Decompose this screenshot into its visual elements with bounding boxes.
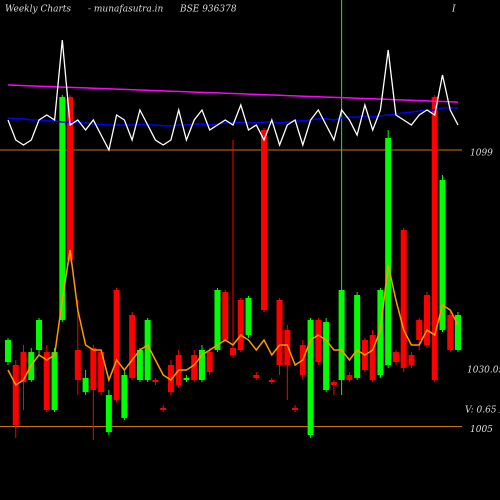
candle-body — [214, 290, 221, 350]
candle-body — [392, 352, 399, 363]
candle-body — [222, 292, 229, 340]
candle-body — [191, 355, 198, 380]
chart-subtitle: - munafasutra.in — [88, 5, 164, 15]
candle-body — [346, 375, 353, 380]
candle-body — [121, 375, 128, 418]
y-tick-label: 1005 — [470, 425, 493, 435]
candle-body — [105, 395, 112, 433]
candle-body — [369, 335, 376, 380]
candle-body — [455, 315, 461, 350]
candle-body — [447, 315, 454, 350]
candle-body — [20, 352, 27, 383]
candle-body — [307, 320, 314, 435]
indicator-line — [7, 84, 459, 103]
y-tick-label: 1099 — [470, 149, 493, 159]
candle-body — [183, 377, 190, 380]
candle-body — [439, 180, 446, 330]
candle-body — [268, 380, 275, 383]
candle-body — [59, 97, 66, 320]
candle-body — [230, 347, 236, 355]
candle-body — [416, 320, 423, 340]
candle-body — [245, 297, 252, 335]
candle-body — [43, 352, 50, 410]
candle-body — [51, 352, 58, 410]
candle-body — [237, 300, 244, 350]
candle-body — [144, 320, 151, 380]
candle-body — [408, 355, 415, 365]
last-close-label: 1030.05 — [467, 366, 500, 376]
candle-body — [98, 352, 105, 393]
candle-body — [354, 295, 361, 378]
candle-body — [129, 315, 136, 378]
indicator-line — [7, 39, 459, 152]
candle-body — [12, 365, 19, 425]
candle-body — [67, 97, 74, 260]
candle-body — [90, 347, 97, 390]
candle-body — [323, 322, 330, 390]
candle-body — [385, 137, 392, 365]
candle-body — [315, 320, 322, 363]
candle-body — [338, 290, 345, 380]
candle-body — [276, 300, 283, 365]
candle-body — [82, 377, 89, 393]
candle-body — [284, 330, 291, 365]
candle-body — [330, 382, 337, 385]
candle-body — [160, 407, 167, 410]
chart-title: Weekly Charts — [5, 5, 71, 15]
candle-body — [261, 130, 268, 310]
candle-body — [206, 352, 213, 373]
candle-body — [74, 350, 81, 380]
candle-body — [423, 295, 430, 345]
candle-body — [152, 380, 159, 383]
candle-body — [292, 407, 299, 410]
candle-body — [5, 340, 11, 363]
candle-body — [431, 97, 438, 380]
candle-body — [198, 350, 205, 380]
candle-body — [167, 365, 174, 393]
symbol: BSE 936378 — [179, 5, 237, 15]
indicator-line — [7, 107, 458, 127]
candle-body — [253, 375, 260, 378]
candle-body — [113, 290, 120, 400]
indicator-line — [7, 249, 459, 387]
candle-body — [400, 230, 407, 368]
volume-label: V: 0.65 X — [465, 406, 500, 416]
candle-body — [36, 320, 43, 350]
candle-body — [377, 290, 384, 375]
corner-text: I — [451, 5, 456, 15]
candle-body — [136, 350, 143, 380]
